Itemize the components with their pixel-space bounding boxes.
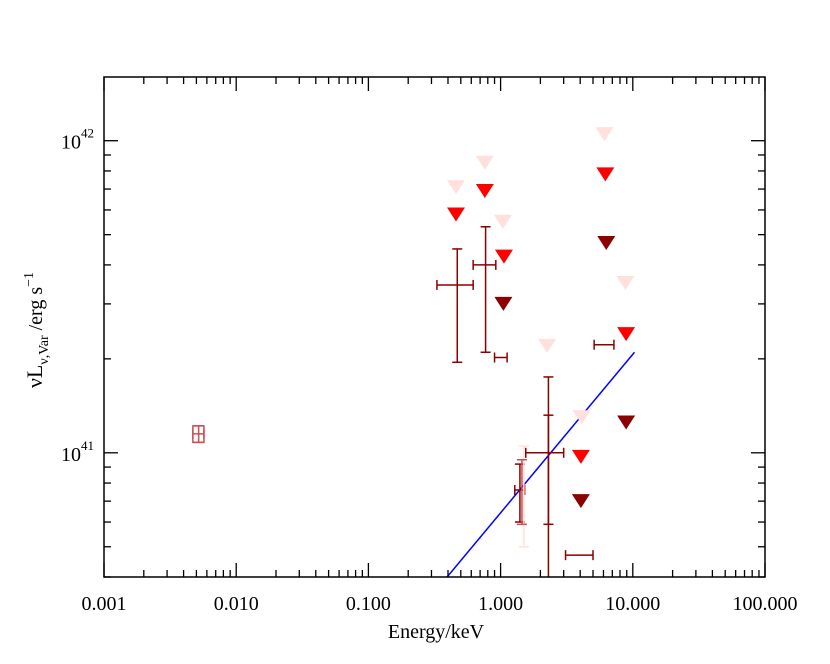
- x-tick-label-5: 10.000: [605, 593, 660, 615]
- x-tick-label-1: 0.001: [82, 593, 127, 615]
- upper-limit-dark-14: [597, 236, 616, 251]
- x-tick-label-3: 0.100: [346, 593, 391, 615]
- error-point-2: [472, 226, 497, 353]
- y-axis-title-sup: −1: [22, 272, 37, 287]
- x-tick-label-6: 100.000: [733, 593, 798, 615]
- y-tick-label-exponent: 42: [81, 126, 94, 141]
- fit-line: [446, 351, 636, 577]
- x-tick-label-2: 0.010: [214, 593, 259, 615]
- upper-limit-dark-7: [494, 296, 513, 311]
- y-tick-label-2: 1042: [61, 126, 94, 154]
- y-tick-label-1: 1041: [61, 438, 94, 466]
- upper-limit-pink-9: [572, 410, 591, 425]
- error-point-6: [518, 445, 529, 548]
- upper-limit-red-13: [596, 167, 615, 182]
- error-point-5: [543, 414, 554, 526]
- error-point-3: [525, 376, 565, 577]
- uv-point: [192, 425, 205, 444]
- error-point-7: [516, 459, 527, 526]
- axes: 0.001 0.010 0.100 1.000 10.000 100.0001041104…: [61, 76, 798, 615]
- uv-point-box: [192, 425, 205, 444]
- error-point-1: [436, 248, 474, 364]
- upper-limit-dark-17: [617, 415, 636, 430]
- upper-limit-red-10: [571, 449, 590, 464]
- x-axis-title: Energy/keV: [388, 621, 485, 643]
- upper-limit-pink-8: [538, 338, 557, 353]
- upper-limit-pink-1: [447, 180, 466, 195]
- y-axis-title-sub: ν,Var: [37, 335, 52, 365]
- y-axis-title: νLν,Var /erg s−1: [22, 272, 52, 388]
- upper-limit-red-16: [617, 327, 636, 342]
- upper-limit-red-2: [447, 207, 466, 222]
- plot-frame: [103, 76, 766, 578]
- upper-limit-pink-12: [595, 127, 614, 142]
- plot-area: [192, 127, 636, 577]
- y-axis-title-main: νL: [22, 365, 47, 388]
- y-tick-label-exponent: 41: [81, 438, 94, 453]
- y-tick-label-base: 10: [61, 132, 81, 154]
- plot-clip-group: [192, 127, 636, 577]
- upper-limit-red-4: [475, 184, 494, 199]
- upper-limit-pink-5: [493, 214, 512, 229]
- y-tick-label-base: 10: [61, 444, 81, 466]
- x-error-bar-2: [593, 339, 615, 350]
- upper-limit-red-6: [494, 249, 513, 264]
- upper-limit-pink-15: [616, 276, 635, 291]
- upper-limit-dark-11: [571, 494, 590, 509]
- x-error-bar-1: [493, 352, 508, 363]
- y-axis-title-unit: /erg s: [25, 287, 47, 336]
- x-tick-label-4: 1.000: [478, 593, 523, 615]
- x-error-bar-3: [564, 550, 594, 561]
- upper-limit-pink-3: [475, 155, 494, 170]
